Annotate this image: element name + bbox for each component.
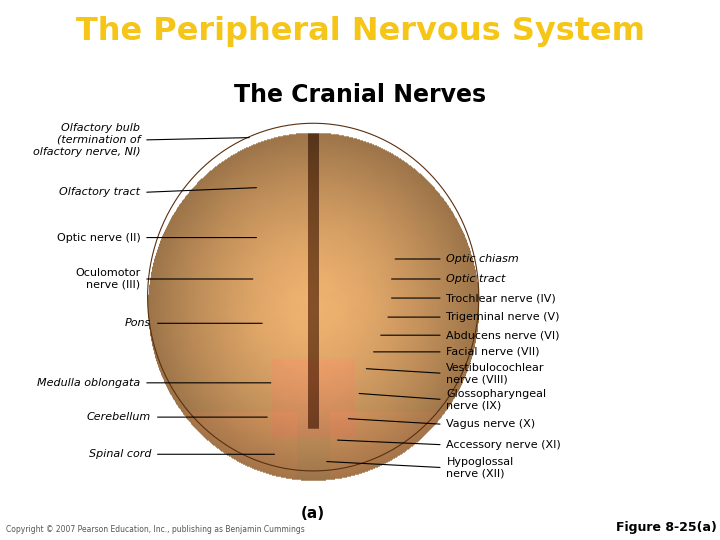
Text: Vestibulocochlear
nerve (VIII): Vestibulocochlear nerve (VIII) [446,362,545,384]
Text: Facial nerve (VII): Facial nerve (VII) [446,347,540,357]
Text: The Peripheral Nervous System: The Peripheral Nervous System [76,16,644,48]
Text: Olfactory tract: Olfactory tract [60,187,140,197]
Text: Pons: Pons [125,318,151,328]
Text: Vagus nerve (X): Vagus nerve (X) [446,419,536,429]
Text: Spinal cord: Spinal cord [89,449,151,459]
Text: Optic chiasm: Optic chiasm [446,254,519,264]
Text: Glossopharyngeal
nerve (IX): Glossopharyngeal nerve (IX) [446,389,546,410]
Text: Figure 8-25(a): Figure 8-25(a) [616,521,716,534]
Text: Trigeminal nerve (V): Trigeminal nerve (V) [446,312,560,322]
Text: Trochlear nerve (IV): Trochlear nerve (IV) [446,293,556,303]
Text: (a): (a) [301,507,325,521]
Text: The Cranial Nerves: The Cranial Nerves [234,83,486,107]
Text: Abducens nerve (VI): Abducens nerve (VI) [446,330,560,340]
Text: Accessory nerve (XI): Accessory nerve (XI) [446,440,561,450]
Text: Hypoglossal
nerve (XII): Hypoglossal nerve (XII) [446,457,513,478]
Text: Olfactory bulb
(termination of
olfactory nerve, NI): Olfactory bulb (termination of olfactory… [33,123,140,157]
Text: Oculomotor
nerve (III): Oculomotor nerve (III) [75,268,140,290]
Text: Cerebellum: Cerebellum [87,412,151,422]
Text: Copyright © 2007 Pearson Education, Inc., publishing as Benjamin Cummings: Copyright © 2007 Pearson Education, Inc.… [6,525,305,534]
Text: Medulla oblongata: Medulla oblongata [37,378,140,388]
Text: Optic tract: Optic tract [446,274,505,284]
Text: Optic nerve (II): Optic nerve (II) [57,233,140,242]
